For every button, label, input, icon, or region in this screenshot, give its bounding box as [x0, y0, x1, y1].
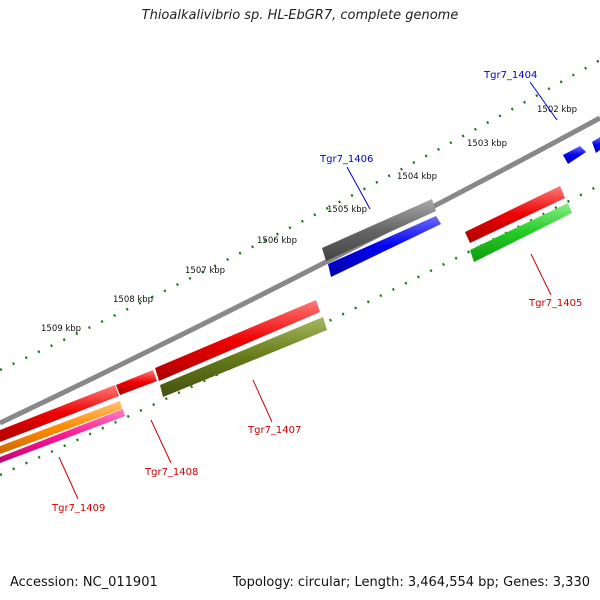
cds-tgr7-1409[interactable]	[0, 385, 119, 442]
label-tgr7-1408[interactable]: Tgr7_1408	[144, 467, 198, 478]
label-tgr7-1407[interactable]: Tgr7_1407	[247, 425, 301, 436]
gene-tgr7-1407[interactable]	[160, 317, 327, 397]
leader-tgr7-1408	[150, 419, 172, 464]
cds-tgr7-1407[interactable]	[155, 300, 320, 381]
scale-label-1502: 1502 kbp	[537, 105, 577, 115]
leader-tgr7-1409	[58, 456, 79, 500]
label-tgr7-1406[interactable]: Tgr7_1406	[319, 154, 373, 165]
feature-gray[interactable]	[322, 199, 436, 261]
genome-backbone	[0, 115, 600, 426]
label-tgr7-1404[interactable]: Tgr7_1404	[483, 70, 537, 81]
leader-tgr7-1406	[346, 166, 371, 210]
scale-label-1505: 1505 kbp	[327, 205, 367, 215]
scale-label-1509: 1509 kbp	[41, 324, 81, 334]
leader-tgr7-1404	[529, 81, 558, 121]
scale-label-1507: 1507 kbp	[185, 266, 225, 276]
label-tgr7-1409[interactable]: Tgr7_1409	[51, 503, 105, 514]
label-tgr7-1405[interactable]: Tgr7_1405	[528, 298, 582, 309]
gene-tgr7-1409[interactable]	[0, 409, 125, 463]
gene-tgr7-1406[interactable]	[328, 216, 441, 277]
map-title: Thioalkalivibrio sp. HL-EbGR7, complete …	[141, 8, 459, 23]
accession-text: Accession: NC_011901	[10, 575, 158, 590]
gene-tgr7-1408[interactable]	[116, 370, 157, 395]
gene-tgr7-1404[interactable]	[563, 146, 586, 164]
feature-orange[interactable]	[0, 401, 122, 454]
gene-tgr7-1404-extension[interactable]	[592, 137, 600, 153]
scale-label-1506: 1506 kbp	[257, 236, 297, 246]
gene-tgr7-1405[interactable]	[470, 203, 572, 262]
scale-label-1508: 1508 kbp	[113, 295, 153, 305]
leader-tgr7-1405	[530, 253, 552, 296]
scale-label-1503: 1503 kbp	[467, 139, 507, 149]
leader-tgr7-1407	[252, 379, 273, 423]
scale-label-1504: 1504 kbp	[397, 172, 437, 182]
cds-tgr7-1405[interactable]	[465, 186, 565, 243]
topology-text: Topology: circular; Length: 3,464,554 bp…	[232, 575, 590, 590]
